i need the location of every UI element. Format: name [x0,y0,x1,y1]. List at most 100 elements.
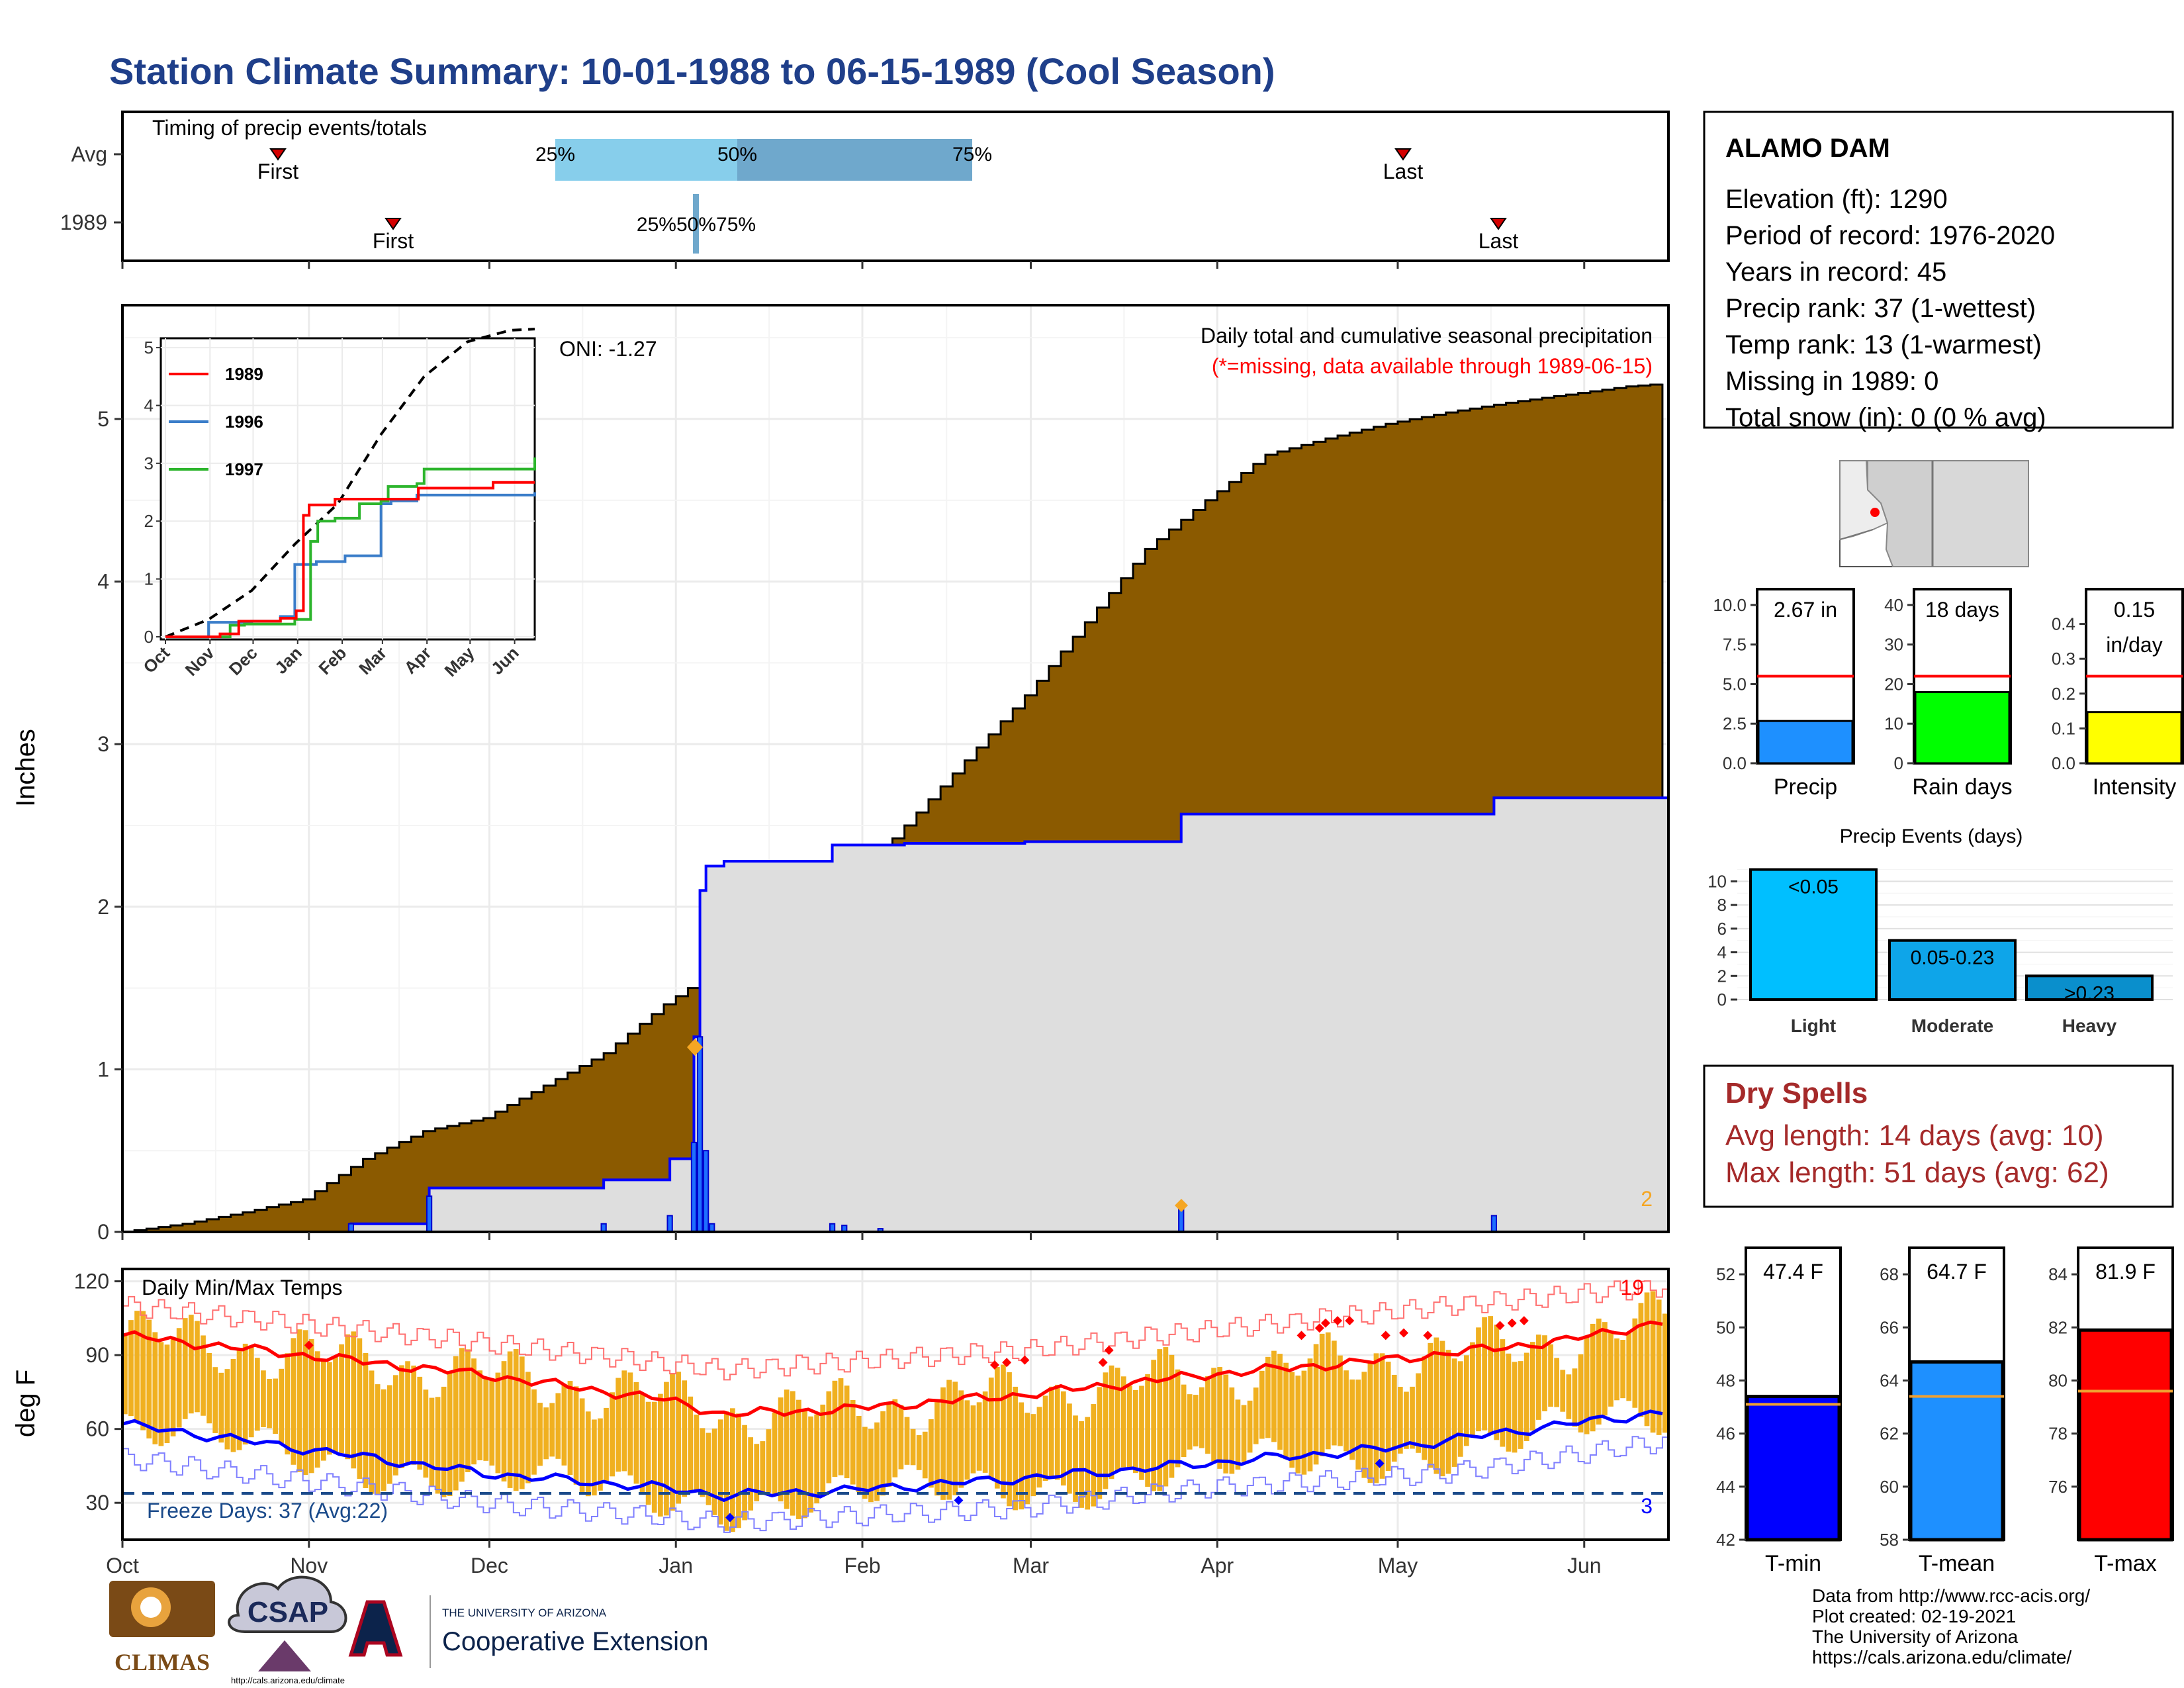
daily-temp-bar [1157,1349,1163,1491]
daily-temp-bar [1644,1292,1650,1427]
daily-temp-bar [1019,1402,1024,1510]
temp-summary-ytick: 68 [1880,1264,1899,1284]
daily-temp-bar [657,1393,663,1517]
daily-temp-bar [1217,1367,1223,1469]
daily-temp-bar [1428,1342,1433,1468]
daily-temp-bar [1578,1354,1584,1432]
avg-min-temp-line [122,1409,1663,1503]
mini-bar-ytick: 40 [1884,595,1903,615]
daily-temp-bar [122,1335,128,1415]
daily-temp-bar [1289,1372,1295,1468]
daily-temp-bar [1584,1337,1590,1434]
daily-temp-bar [320,1360,326,1461]
daily-temp-bar [1548,1344,1553,1407]
footer-line-4: https://cals.arizona.edu/climate/ [1812,1647,2071,1667]
mini-bar-ytick: 0.3 [2052,649,2075,669]
record-max-line [122,1276,1669,1381]
daily-precip-bar [696,1036,704,1233]
daily-temp-bar [206,1352,212,1424]
daily-temp-bar [964,1400,970,1480]
daily-temp-bar [1024,1413,1030,1505]
daily-temp-bar [1518,1361,1524,1449]
daily-temp-bar [976,1402,982,1471]
daily-temp-bar [1265,1356,1271,1438]
daily-temp-bar [796,1399,801,1519]
daily-temp-bar [405,1361,410,1464]
daily-temp-bar [1385,1362,1391,1472]
daily-temp-bar [1126,1385,1132,1468]
temp-ytick: 30 [85,1491,109,1515]
daily-temp-bar [140,1311,146,1430]
mini-bar-ytick: 0 [1894,753,1903,773]
daily-temp-bar [1036,1407,1042,1488]
daily-temp-bar [1662,1313,1668,1433]
daily-temp-bar [952,1382,958,1495]
events-ytick: 4 [1717,943,1727,962]
daily-temp-bar [1500,1339,1506,1447]
daily-temp-bar [778,1397,784,1502]
daily-temp-bar [705,1432,711,1505]
record-high-marker [1098,1358,1108,1368]
daily-temp-bar [1115,1368,1120,1472]
station-temp-rank: Temp rank: 13 (1-warmest) [1725,330,2042,359]
daily-temp-bar [676,1372,681,1504]
daily-temp-bar [128,1320,134,1417]
daily-temp-bar [369,1370,375,1494]
timing-panel: Timing of precip events/totals Avg 1989 … [60,111,1670,269]
daily-temp-bar [351,1331,357,1469]
temp-summary-ytick: 58 [1880,1530,1899,1550]
daily-temp-bar [742,1425,747,1521]
daily-temp-bar [585,1411,591,1497]
daily-temp-bar [146,1319,152,1439]
daily-temp-bar [1079,1421,1084,1508]
temp-summary-ytick: 84 [2048,1264,2068,1284]
daily-temp-bar [1439,1340,1445,1477]
avg-last-marker [1394,148,1412,161]
temp-xtick: Feb [844,1554,880,1577]
timing-pct-50: 50% [717,144,757,165]
daily-temp-bar [453,1356,459,1491]
daily-temp-bar [1307,1358,1313,1472]
daily-temp-bar [1542,1335,1547,1411]
daily-temp-bar [1379,1353,1385,1479]
station-years: Years in record: 45 [1725,258,1946,287]
daily-temp-bar [1283,1362,1289,1460]
temp-ytick: 60 [85,1417,109,1441]
daily-temp-bar [868,1429,874,1503]
daily-temp-bar [1042,1395,1048,1481]
mini-bar-ytick: 7.5 [1723,635,1747,655]
max-daily-marker [687,1039,703,1056]
daily-temp-bar [339,1344,344,1454]
station-location-marker [1870,508,1880,517]
event-bar-label: >0.23 [2064,982,2115,1004]
daily-temp-bar [874,1422,880,1501]
daily-temp-bar [784,1389,790,1509]
daily-temp-bar [302,1330,308,1476]
temp-summary-label: T-min [1765,1551,1821,1576]
daily-temp-bar [826,1391,832,1483]
daily-temp-bar [627,1372,633,1476]
temp-title: Daily Min/Max Temps [142,1276,342,1299]
daily-temp-bar [573,1386,579,1485]
y1989-cumulative-precip-area [122,796,1670,1233]
record-low-marker [1375,1458,1385,1468]
climas-logo-text: CLIMAS [114,1649,210,1675]
daily-temp-bar [651,1401,657,1513]
mini-bar-rain-days: 18 days 0 10 20 30 40 Rain days [1884,588,2013,800]
ua-small-text: THE UNIVERSITY OF ARIZONA [442,1607,607,1619]
csap-url: http://cals.arizona.edu/climate [231,1675,345,1685]
station-period: Period of record: 1976-2020 [1725,221,2055,250]
temp-summary-t-max: 81.9 F 76 78 80 82 84 T-max [2048,1246,2174,1576]
daily-temp-bar [1361,1372,1367,1478]
daily-temp-bar [273,1378,278,1434]
temp-summary-value: 81.9 F [2095,1260,2156,1284]
daily-temp-bar [201,1335,206,1416]
event-bar-label: 0.05-0.23 [1911,947,1995,969]
daily-temp-bar [723,1411,729,1531]
temp-summary-label: T-mean [1919,1551,1995,1576]
timing-row-1989: 1989 [60,211,107,234]
daily-temp-bar [904,1417,910,1465]
event-category: Moderate [1911,1015,1993,1036]
mini-bar-ytick: 20 [1884,674,1903,694]
missing-note: (*=missing, data available through 1989-… [1212,354,1653,378]
